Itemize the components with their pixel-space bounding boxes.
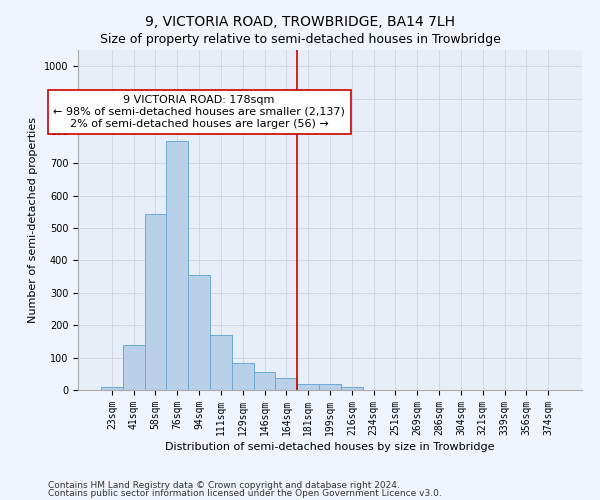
Bar bbox=[101, 387, 123, 390]
X-axis label: Distribution of semi-detached houses by size in Trowbridge: Distribution of semi-detached houses by … bbox=[165, 442, 495, 452]
Bar bbox=[188, 275, 210, 390]
Bar bbox=[166, 140, 188, 390]
Bar bbox=[341, 387, 363, 390]
Bar bbox=[232, 364, 254, 390]
Bar bbox=[319, 384, 341, 390]
Text: Contains HM Land Registry data © Crown copyright and database right 2024.: Contains HM Land Registry data © Crown c… bbox=[48, 480, 400, 490]
Y-axis label: Number of semi-detached properties: Number of semi-detached properties bbox=[28, 117, 38, 323]
Bar bbox=[210, 335, 232, 390]
Bar bbox=[145, 214, 166, 390]
Bar bbox=[297, 384, 319, 390]
Bar bbox=[275, 378, 297, 390]
Text: Size of property relative to semi-detached houses in Trowbridge: Size of property relative to semi-detach… bbox=[100, 32, 500, 46]
Text: 9, VICTORIA ROAD, TROWBRIDGE, BA14 7LH: 9, VICTORIA ROAD, TROWBRIDGE, BA14 7LH bbox=[145, 15, 455, 29]
Bar bbox=[123, 344, 145, 390]
Bar bbox=[254, 372, 275, 390]
Text: Contains public sector information licensed under the Open Government Licence v3: Contains public sector information licen… bbox=[48, 489, 442, 498]
Text: 9 VICTORIA ROAD: 178sqm
← 98% of semi-detached houses are smaller (2,137)
2% of : 9 VICTORIA ROAD: 178sqm ← 98% of semi-de… bbox=[53, 96, 345, 128]
